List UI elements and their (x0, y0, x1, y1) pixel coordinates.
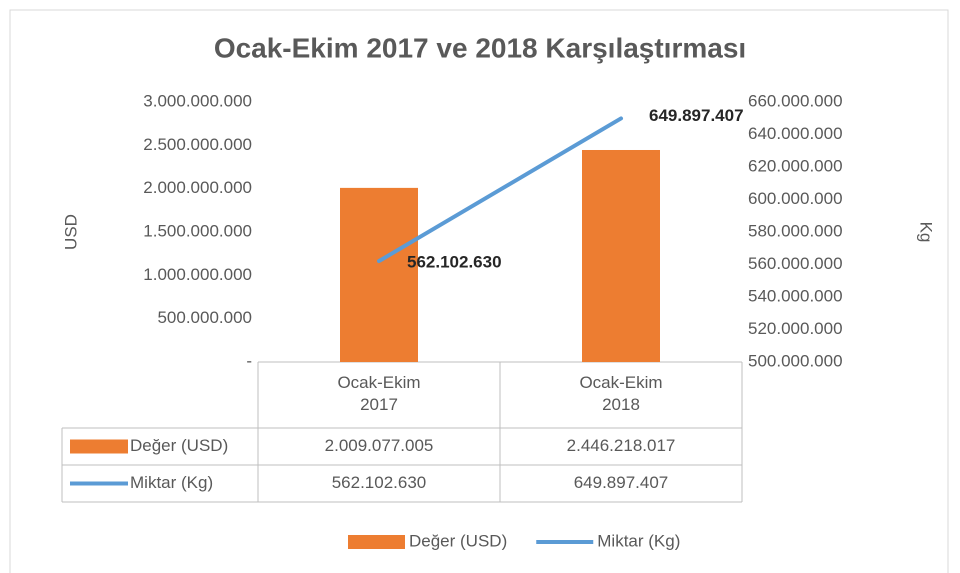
data-label: 649.897.407 (649, 106, 744, 125)
y-tick-label: 1.500.000.000 (143, 221, 252, 240)
legend-label: Değer (USD) (409, 531, 507, 550)
y2-tick-label: 520.000.000 (748, 319, 843, 338)
y-tick-label: - (246, 351, 252, 370)
y2-axis-title: Kg (917, 222, 936, 243)
legend-key (348, 535, 405, 549)
y2-tick-label: 540.000.000 (748, 286, 843, 305)
y-axis-title: USD (61, 214, 80, 250)
table-cell: 2.446.218.017 (567, 436, 676, 455)
y-tick-label: 500.000.000 (157, 308, 252, 327)
y2-tick-label: 580.000.000 (748, 221, 843, 240)
y-tick-label: 2.000.000.000 (143, 178, 252, 197)
y-tick-label: 2.500.000.000 (143, 135, 252, 154)
legend-label: Miktar (Kg) (597, 531, 680, 550)
y-tick-label: 1.000.000.000 (143, 265, 252, 284)
y2-tick-label: 620.000.000 (748, 156, 843, 175)
line (377, 116, 623, 264)
y2-tick-label: 660.000.000 (748, 91, 843, 110)
y2-tick-label: 560.000.000 (748, 254, 843, 273)
table-legend-key (70, 439, 128, 454)
chart-border (9, 9, 949, 573)
x-tick-label: Ocak-Ekim 2018 (579, 373, 663, 414)
data-label: 562.102.630 (407, 253, 502, 272)
x-tick-label: Ocak-Ekim 2017 (337, 373, 421, 414)
y2-tick-label: 600.000.000 (748, 189, 843, 208)
table-row-header: Değer (USD) (130, 436, 228, 455)
bar (340, 187, 418, 362)
chart-title: Ocak-Ekim 2017 ve 2018 Karşılaştırması (214, 32, 746, 63)
y2-tick-label: 500.000.000 (748, 351, 843, 370)
bar (582, 149, 660, 362)
table-cell: 649.897.407 (574, 473, 669, 492)
table-cell: 562.102.630 (332, 473, 427, 492)
y2-tick-label: 640.000.000 (748, 124, 843, 143)
y-tick-label: 3.000.000.000 (143, 91, 252, 110)
table-cell: 2.009.077.005 (325, 436, 434, 455)
table-row-header: Miktar (Kg) (130, 473, 213, 492)
